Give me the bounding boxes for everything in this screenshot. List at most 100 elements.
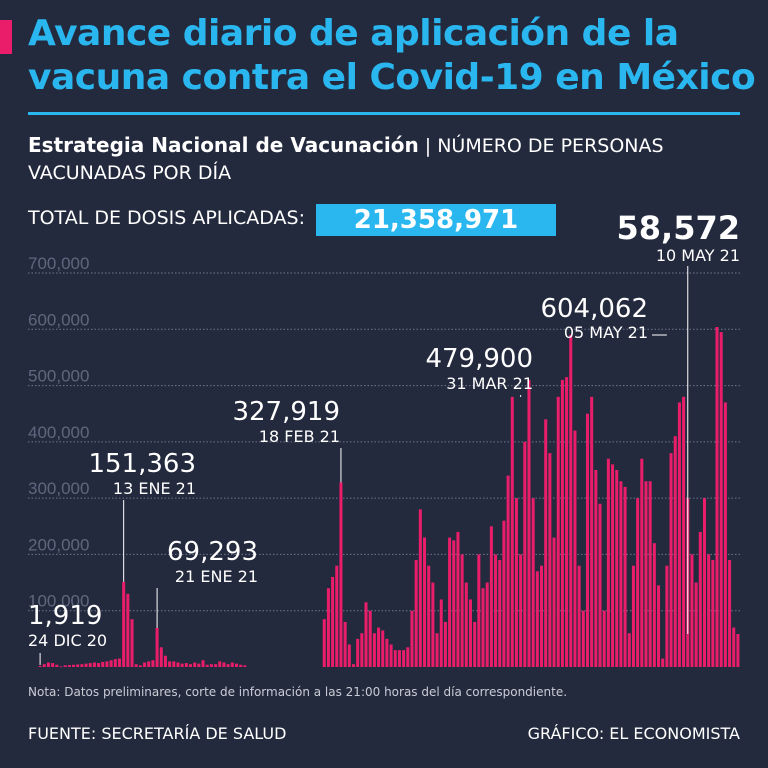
bar xyxy=(84,663,88,667)
bar xyxy=(443,621,447,667)
bar xyxy=(326,588,330,667)
title-accent-bar xyxy=(0,20,12,54)
bar xyxy=(117,658,121,667)
bar xyxy=(665,565,669,667)
bar xyxy=(80,664,84,667)
bar xyxy=(59,666,63,668)
bar xyxy=(477,554,481,667)
bar xyxy=(502,520,506,667)
bar xyxy=(468,599,472,667)
total-doses-value: 21,358,971 xyxy=(316,204,556,236)
bar xyxy=(51,663,55,667)
bar xyxy=(657,585,661,667)
bar xyxy=(569,334,573,667)
bar xyxy=(402,650,406,667)
bar xyxy=(506,475,510,667)
bar xyxy=(540,565,544,667)
bar xyxy=(172,661,176,667)
bar xyxy=(565,377,569,667)
bar xyxy=(464,582,468,667)
bar xyxy=(652,543,656,667)
bar xyxy=(510,396,514,667)
bar xyxy=(97,663,101,667)
bar xyxy=(209,664,213,667)
bar xyxy=(694,582,698,667)
bar xyxy=(631,565,635,667)
bar xyxy=(431,582,435,667)
bar xyxy=(736,634,740,667)
bar xyxy=(339,482,343,667)
bar xyxy=(218,661,222,667)
annotation-value: 58,572 xyxy=(617,209,740,247)
bar xyxy=(452,540,456,667)
bar xyxy=(130,619,134,667)
bar xyxy=(347,644,351,667)
bar xyxy=(351,664,355,667)
bar xyxy=(63,665,67,667)
bar xyxy=(514,498,518,667)
bar xyxy=(385,638,389,667)
bar xyxy=(648,481,652,667)
bar xyxy=(606,458,610,667)
bar xyxy=(423,537,427,667)
bar xyxy=(707,554,711,667)
bar xyxy=(214,664,218,667)
bar xyxy=(72,664,76,667)
bar xyxy=(456,531,460,667)
bar xyxy=(594,470,598,667)
bar xyxy=(381,630,385,667)
bar xyxy=(728,560,732,667)
y-tick-label: 100,000 xyxy=(28,592,89,611)
bar xyxy=(368,610,372,667)
bar xyxy=(677,402,681,667)
bar xyxy=(234,663,238,667)
bar xyxy=(155,627,159,667)
bar xyxy=(122,581,126,667)
bar xyxy=(585,413,589,667)
annotation-date: 18 FEB 21 xyxy=(259,427,340,446)
bar xyxy=(548,453,552,667)
bar xyxy=(55,664,59,667)
annotation-date: 10 MAY 21 xyxy=(656,246,740,265)
bar xyxy=(243,665,247,667)
bar xyxy=(494,554,498,667)
subtitle-strategy: Estrategia Nacional de Vacunación xyxy=(28,133,419,157)
subtitle-description: | NÚMERO DE PERSONAS VACUNADAS POR DÍA xyxy=(28,135,664,184)
bar xyxy=(134,664,138,667)
bar xyxy=(732,627,736,667)
bar xyxy=(151,660,155,667)
bar xyxy=(372,633,376,667)
bar xyxy=(690,554,694,667)
bar xyxy=(485,582,489,667)
bar xyxy=(602,610,606,667)
title-divider xyxy=(28,112,740,115)
bar xyxy=(682,396,686,667)
bar xyxy=(101,661,105,667)
bar xyxy=(552,537,556,667)
annotation-date: 21 ENE 21 xyxy=(175,567,258,586)
bar xyxy=(435,633,439,667)
bar xyxy=(343,621,347,667)
annotation-value: 479,900 xyxy=(425,344,533,374)
source-credit: FUENTE: SECRETARÍA DE SALUD xyxy=(28,724,287,743)
bar xyxy=(527,379,531,667)
bar xyxy=(113,659,117,667)
bar xyxy=(669,453,673,667)
bar xyxy=(556,396,560,667)
bar xyxy=(377,627,381,667)
bar xyxy=(322,619,326,667)
bar xyxy=(460,554,464,667)
data-note: Nota: Datos preliminares, corte de infor… xyxy=(28,685,568,699)
bar xyxy=(723,402,727,667)
bar xyxy=(439,599,443,667)
bar xyxy=(644,481,648,667)
bar xyxy=(619,481,623,667)
bar xyxy=(331,576,335,667)
bar xyxy=(715,326,719,667)
bar xyxy=(42,664,46,667)
bar xyxy=(76,664,80,667)
chart-title: Avance diario de aplicación de la vacuna… xyxy=(28,13,756,98)
bar xyxy=(473,621,477,667)
bar xyxy=(92,662,96,667)
annotation-date: 31 MAR 21 xyxy=(446,374,533,393)
